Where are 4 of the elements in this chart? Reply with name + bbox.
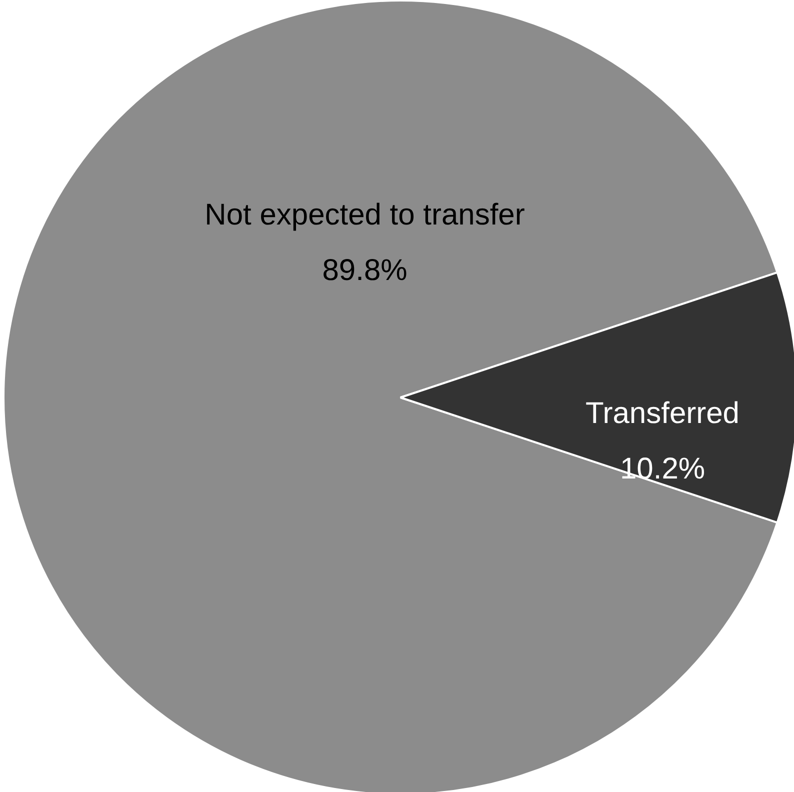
- slice-label: Not expected to transfer: [204, 198, 525, 232]
- data-label: 89.8%: [322, 254, 408, 287]
- data-label: 10.2%: [620, 452, 706, 486]
- slice-label: Transferred: [586, 396, 740, 430]
